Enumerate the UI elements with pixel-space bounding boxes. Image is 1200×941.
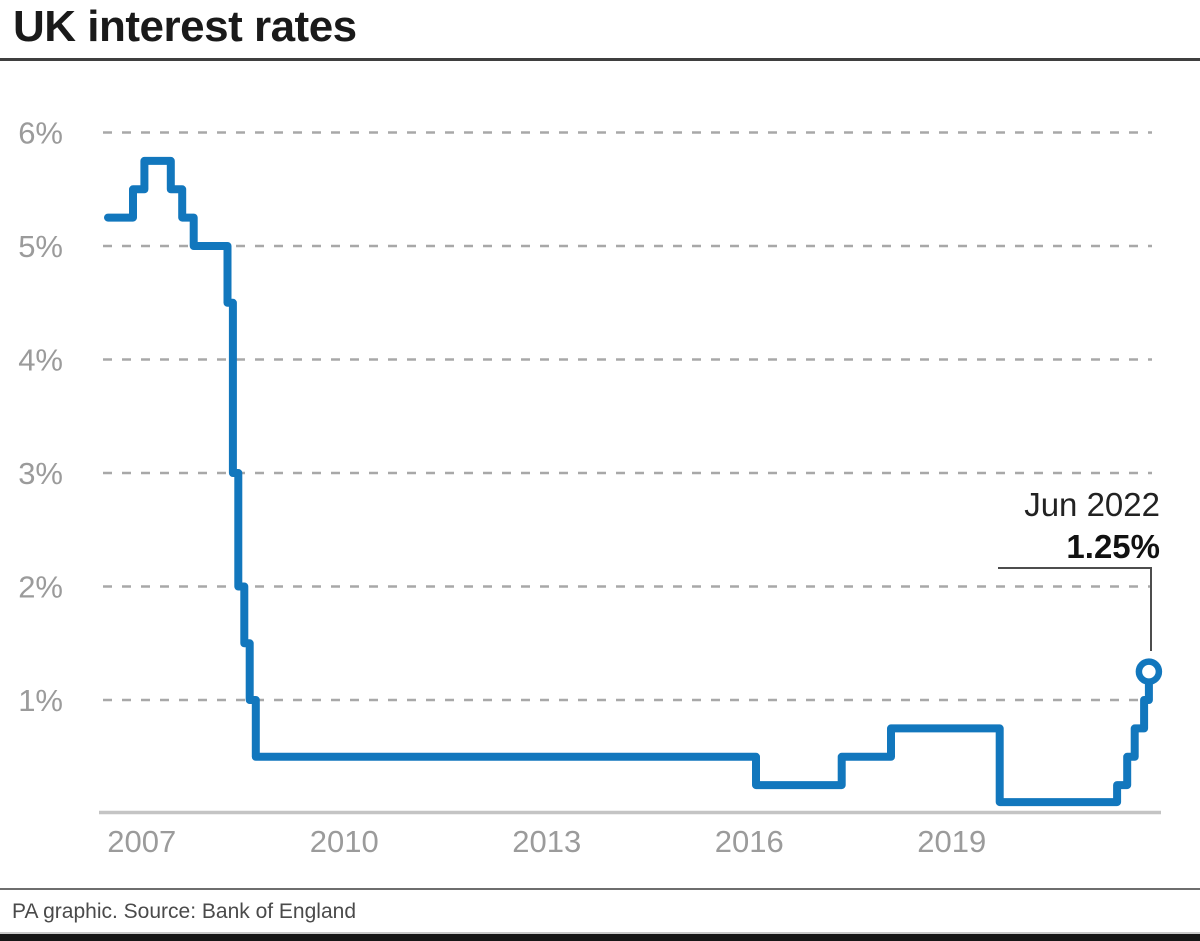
footer-divider: [0, 888, 1200, 890]
annotation-date-label: Jun 2022: [1024, 486, 1160, 523]
x-tick-label: 2007: [107, 824, 176, 859]
title-divider: [0, 58, 1200, 61]
y-tick-label: 6%: [18, 116, 63, 151]
rate-line: [104, 156, 1153, 807]
gridlines: [103, 131, 1152, 702]
y-tick-label: 3%: [18, 456, 63, 491]
bottom-accent-bar: [0, 932, 1200, 941]
x-axis-labels: 2007 2010 2013 2016 2019: [107, 824, 986, 859]
y-tick-label: 5%: [18, 229, 63, 264]
x-tick-label: 2019: [917, 824, 986, 859]
annotation-value-label: 1.25%: [1066, 528, 1160, 565]
annotation-leader-line: [998, 567, 1152, 651]
page-title: UK interest rates: [13, 2, 357, 51]
y-axis-labels: 6% 5% 4% 3% 2% 1%: [18, 116, 63, 719]
source-credit: PA graphic. Source: Bank of England: [12, 900, 356, 923]
x-tick-label: 2016: [715, 824, 784, 859]
x-tick-label: 2010: [310, 824, 379, 859]
x-tick-label: 2013: [512, 824, 581, 859]
y-tick-label: 4%: [18, 343, 63, 378]
y-tick-label: 2%: [18, 570, 63, 605]
y-tick-label: 1%: [18, 683, 63, 718]
endpoint-marker: [1135, 658, 1163, 685]
